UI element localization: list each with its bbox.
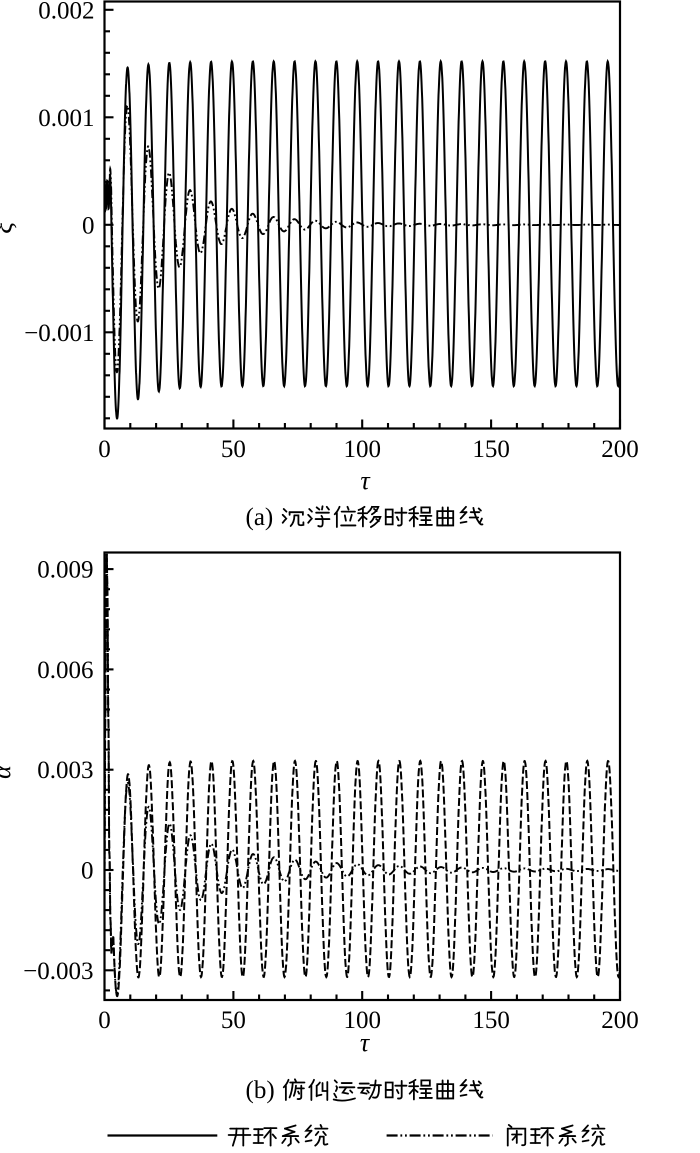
svg-text:ξ: ξ: [0, 222, 18, 234]
svg-text:τ: τ: [360, 1028, 371, 1057]
svg-text:0: 0: [98, 1007, 111, 1034]
svg-text:0.006: 0.006: [37, 657, 93, 684]
svg-text:−0.001: −0.001: [24, 320, 94, 347]
svg-text:150: 150: [472, 436, 510, 463]
svg-text:0: 0: [82, 212, 95, 239]
svg-text:200: 200: [601, 1007, 639, 1034]
svg-text:200: 200: [601, 436, 639, 463]
svg-text:0.009: 0.009: [37, 557, 93, 584]
svg-text:0: 0: [98, 436, 111, 463]
svg-text:100: 100: [343, 1007, 381, 1034]
svg-text:0.001: 0.001: [38, 105, 94, 132]
svg-text:150: 150: [472, 1007, 510, 1034]
svg-text:50: 50: [221, 436, 246, 463]
svg-text:(a): (a): [246, 504, 274, 531]
svg-text:50: 50: [221, 1007, 246, 1034]
svg-text:−0.003: −0.003: [23, 958, 93, 985]
svg-text:τ: τ: [360, 466, 371, 495]
svg-text:α: α: [0, 764, 16, 779]
svg-text:0.002: 0.002: [38, 0, 94, 24]
svg-text:100: 100: [343, 436, 381, 463]
svg-text:0.003: 0.003: [37, 757, 93, 784]
svg-text:0: 0: [81, 858, 94, 885]
svg-text:(b): (b): [246, 1077, 275, 1104]
